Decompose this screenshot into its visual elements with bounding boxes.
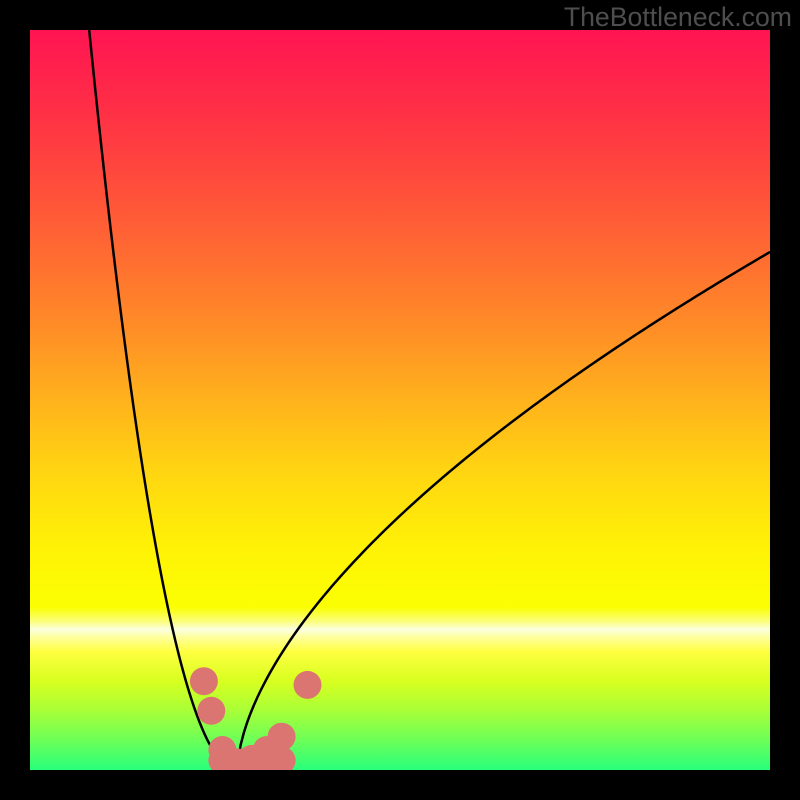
curve-marker (294, 671, 322, 699)
chart-svg (0, 0, 800, 800)
bottleneck-chart: TheBottleneck.com (0, 0, 800, 800)
curve-marker (190, 667, 218, 695)
gradient-plot-area (30, 30, 770, 770)
curve-marker (268, 723, 296, 751)
curve-marker (197, 697, 225, 725)
